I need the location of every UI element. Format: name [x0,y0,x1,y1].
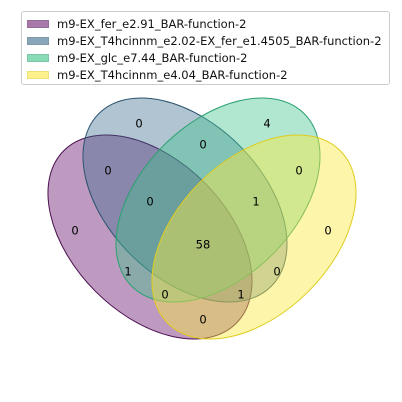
legend-entry-set-d: m9-EX_T4hcinnm_e4.04_BAR-function-2 [27,66,389,83]
legend: m9-EX_fer_e2.91_BAR-function-2 m9-EX_T4h… [21,11,390,85]
region-label-bc: 0 [199,138,206,152]
region-label-ad: 0 [199,313,206,327]
legend-label-set-a: m9-EX_fer_e2.91_BAR-function-2 [57,16,247,31]
legend-entry-set-b: m9-EX_T4hcinnm_e2.02-EX_fer_e1.4505_BAR-… [27,32,389,49]
venn-ellipses [47,97,357,340]
region-label-d: 0 [324,224,331,238]
legend-swatch-set-d [27,70,49,79]
region-label-a: 0 [71,224,78,238]
legend-label-set-d: m9-EX_T4hcinnm_e4.04_BAR-function-2 [57,67,288,82]
region-label-abcd: 58 [196,238,211,252]
venn-ellipse-set-b [82,97,288,303]
region-label-cd: 0 [295,164,302,178]
legend-entry-set-c: m9-EX_glc_e7.44_BAR-function-2 [27,49,389,66]
venn-region-labels: 0 4 0 0 0 0 0 1 0 58 1 0 0 1 0 [71,117,331,327]
region-label-ab: 0 [104,164,111,178]
legend-swatch-set-a [27,19,49,28]
legend-label-set-c: m9-EX_glc_e7.44_BAR-function-2 [57,50,248,65]
region-label-acd: 0 [273,265,280,279]
region-label-bd: 1 [237,288,244,302]
legend-swatch-set-b [27,36,49,45]
region-label-abd: 1 [124,265,131,279]
region-label-c: 4 [263,117,270,131]
venn-ellipse-set-d [151,134,357,340]
region-label-abc: 0 [146,195,153,209]
venn-ellipse-set-c [115,97,321,303]
venn-ellipse-set-a [47,134,253,340]
region-label-ac: 0 [161,288,168,302]
legend-swatch-set-c [27,53,49,62]
legend-entry-set-a: m9-EX_fer_e2.91_BAR-function-2 [27,15,389,32]
region-label-b: 0 [135,117,142,131]
legend-label-set-b: m9-EX_T4hcinnm_e2.02-EX_fer_e1.4505_BAR-… [57,33,382,48]
region-label-bcd: 1 [252,195,259,209]
